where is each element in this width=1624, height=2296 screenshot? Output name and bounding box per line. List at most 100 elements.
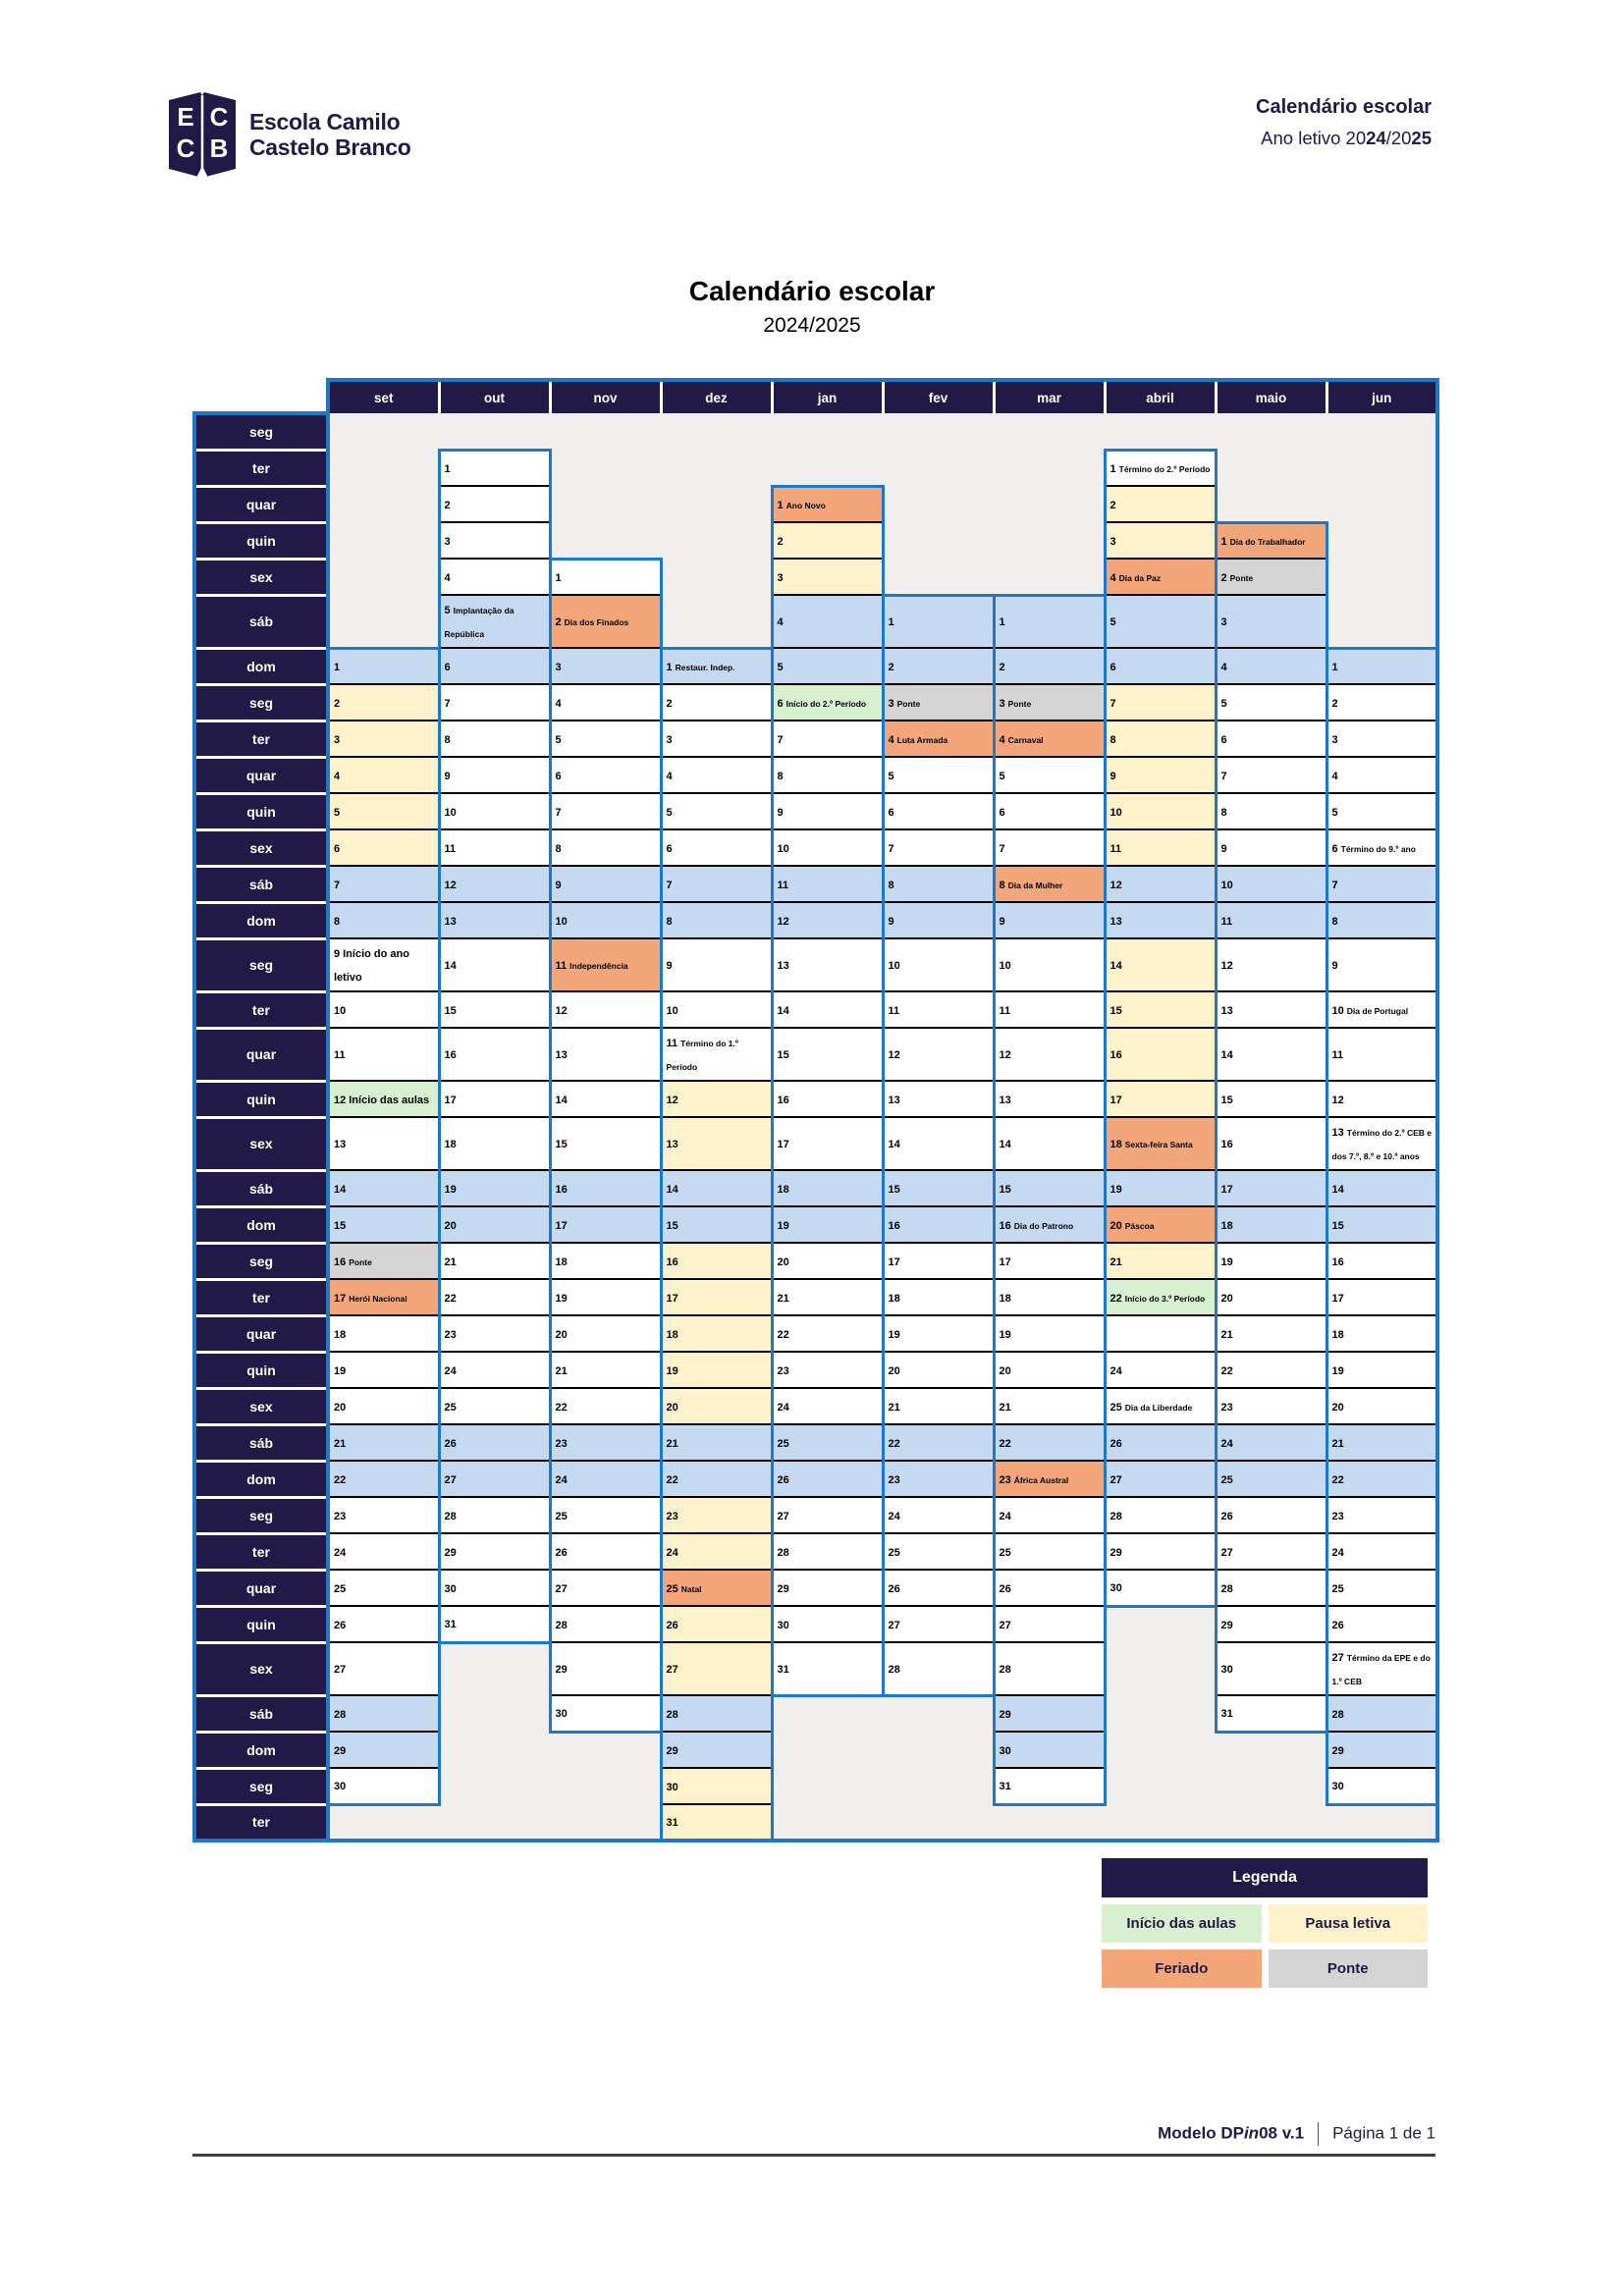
cell-empty [883,450,994,486]
cell-out-3: 3 [437,521,552,559]
day-annotation: Carnaval [1007,734,1044,745]
cell-mar-8: 8 Dia da Mulher [992,865,1107,902]
cell-jan-9: 9 [770,792,885,829]
day-number: 24 [555,1473,568,1486]
day-number: 1 [999,616,1005,629]
cell-mar-6: 6 [992,792,1107,829]
cell-out-8: 8 [437,720,552,757]
day-number: 3 [444,535,451,548]
month-header-mar: mar [992,378,1107,413]
day-row-label: sex [192,557,328,597]
cell-set-19: 19 [326,1351,441,1388]
cell-empty [994,559,1105,595]
cell-empty [772,413,883,450]
day-number: 3 [334,733,341,746]
header-doc-title: Calendário escolar [1256,96,1432,118]
cell-set-23: 23 [326,1496,441,1533]
cell-jun-11: 11 [1325,1027,1439,1081]
cell-jun-2: 2 [1325,683,1439,721]
day-number: 22 [999,1437,1011,1450]
cell-jan-5: 5 [770,647,885,684]
day-number: 20 [666,1401,678,1414]
cell-maio-3: 3 [1214,594,1328,648]
cell-out-18: 18 [437,1116,552,1170]
cell-jun-24: 24 [1325,1532,1439,1570]
day-number: 5 [999,770,1005,782]
cell-dez-4: 4 [659,756,774,793]
cell-nov-26: 26 [548,1532,663,1570]
cell-maio-1: 1 Dia do Trabalhador [1214,520,1328,559]
cell-out-26: 26 [437,1423,552,1461]
day-number: 3 [999,697,1005,710]
day-number: 11 [888,1004,900,1017]
cell-set-27: 27 [326,1641,441,1695]
day-row-label: seg [192,1495,328,1535]
day-number: 20 [555,1328,568,1341]
day-number: 24 [1331,1546,1344,1559]
day-number: 28 [1110,1510,1122,1522]
cell-set-2: 2 [326,683,441,721]
year-part: 20 [1390,128,1412,148]
cell-empty [1216,1732,1326,1768]
day-number: 7 [1331,879,1338,891]
cell-nov-4: 4 [548,683,663,721]
cell-maio-14: 14 [1214,1027,1328,1081]
cell-maio-22: 22 [1214,1351,1328,1388]
month-header-jun: jun [1325,378,1439,413]
day-number: 10 [444,806,457,819]
cell-empty [883,522,994,559]
day-number: 12 [888,1049,900,1061]
cell-mar-11: 11 [992,990,1107,1028]
day-number: 11 [555,960,568,972]
day-number: 28 [555,1619,568,1631]
cell-nov-7: 7 [548,792,663,829]
cell-jan-17: 17 [770,1116,885,1170]
day-number: 20 [888,1364,900,1377]
day-row-label: sáb [192,1693,328,1734]
day-annotation: Término da EPE e do 1.º CEB [1331,1653,1431,1686]
cell-fev-27: 27 [881,1605,996,1642]
cell-set-18: 18 [326,1314,441,1352]
day-number: 26 [334,1619,347,1631]
cell-dez-5: 5 [659,792,774,829]
day-number: 22 [1110,1292,1122,1305]
cell-fev-12: 12 [881,1027,996,1081]
cell-empty [326,595,439,648]
day-number: 8 [1331,915,1338,928]
cell-nov-2: 2 Dia dos Finados [548,594,663,648]
cell-set-10: 10 [326,990,441,1028]
cell-nov-8: 8 [548,828,663,866]
cell-set-12: 12 Início das aulas [326,1080,441,1117]
footer-model-italic: in [1243,2123,1260,2143]
day-number: 19 [1220,1255,1233,1268]
cell-empty [1105,1732,1216,1768]
cell-maio-24: 24 [1214,1423,1328,1461]
day-number: 9 [1110,770,1116,782]
cell-abril-16: 16 [1103,1027,1218,1081]
day-number: 27 [999,1619,1011,1631]
day-number: 14 [555,1094,568,1106]
day-number: 4 [444,571,451,584]
cell-dez-31: 31 [659,1803,774,1842]
day-row-label: dom [192,646,328,686]
day-number: 30 [444,1582,457,1595]
day-number: 22 [666,1473,678,1486]
day-number: 15 [1220,1094,1233,1106]
open-book-logo-icon: E C C B [169,92,236,178]
day-number: 27 [555,1582,568,1595]
day-number: 21 [777,1292,789,1305]
cell-dez-18: 18 [659,1314,774,1352]
cell-mar-12: 12 [992,1027,1107,1081]
cell-dez-13: 13 [659,1116,774,1170]
day-number: 27 [666,1664,678,1676]
day-number: 18 [888,1292,900,1305]
day-number: 16 [334,1255,347,1268]
day-number: 31 [1220,1708,1233,1721]
cell-empty [439,1695,550,1732]
day-number: 31 [999,1781,1011,1793]
day-number: 26 [555,1546,568,1559]
cell-dez-1: 1 Restaur. Indep. [659,646,774,684]
day-number: 12 [1110,879,1122,891]
cell-dez-10: 10 [659,990,774,1028]
cell-dez-23: 23 [659,1496,774,1533]
